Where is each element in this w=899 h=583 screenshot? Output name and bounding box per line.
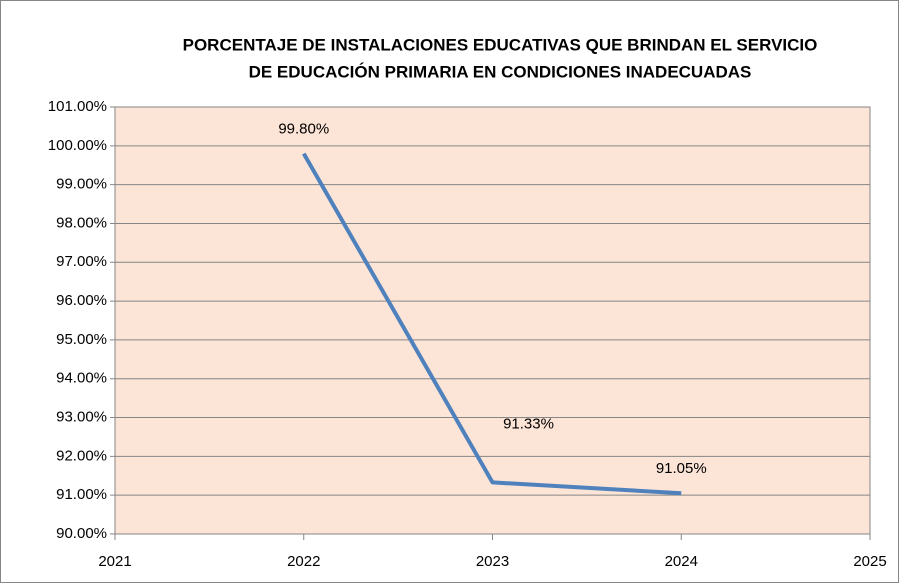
y-tick-label: 99.00% bbox=[56, 176, 107, 193]
data-label: 91.05% bbox=[656, 460, 707, 477]
data-label: 99.80% bbox=[278, 121, 329, 138]
y-tick-label: 98.00% bbox=[56, 214, 107, 231]
x-tick-label: 2022 bbox=[287, 553, 320, 570]
y-tick-label: 91.00% bbox=[56, 486, 107, 503]
y-tick-label: 90.00% bbox=[56, 525, 107, 542]
x-tick-label: 2021 bbox=[98, 553, 131, 570]
y-tick-label: 94.00% bbox=[56, 370, 107, 387]
x-tick-label: 2025 bbox=[853, 553, 886, 570]
y-tick-label: 92.00% bbox=[56, 447, 107, 464]
y-tick-label: 96.00% bbox=[56, 292, 107, 309]
data-line bbox=[302, 152, 682, 496]
chart-title: DE EDUCACIÓN PRIMARIA EN CONDICIONES INA… bbox=[249, 62, 752, 81]
x-tick-label: 2023 bbox=[476, 553, 509, 570]
y-tick-label: 95.00% bbox=[56, 331, 107, 348]
y-tick-label: 101.00% bbox=[48, 98, 107, 115]
y-tick-label: 100.00% bbox=[48, 137, 107, 154]
y-tick-label: 97.00% bbox=[56, 253, 107, 270]
chart-title: PORCENTAJE DE INSTALACIONES EDUCATIVAS Q… bbox=[183, 35, 818, 54]
y-tick-label: 93.00% bbox=[56, 409, 107, 426]
data-label: 91.33% bbox=[503, 415, 554, 432]
x-tick-label: 2024 bbox=[665, 553, 698, 570]
plot-area bbox=[114, 106, 871, 535]
